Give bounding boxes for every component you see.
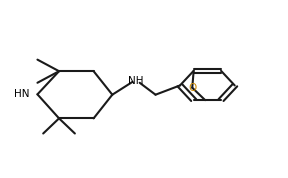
Text: NH: NH [128, 76, 143, 86]
Text: HN: HN [14, 89, 29, 99]
Text: O: O [188, 83, 196, 93]
